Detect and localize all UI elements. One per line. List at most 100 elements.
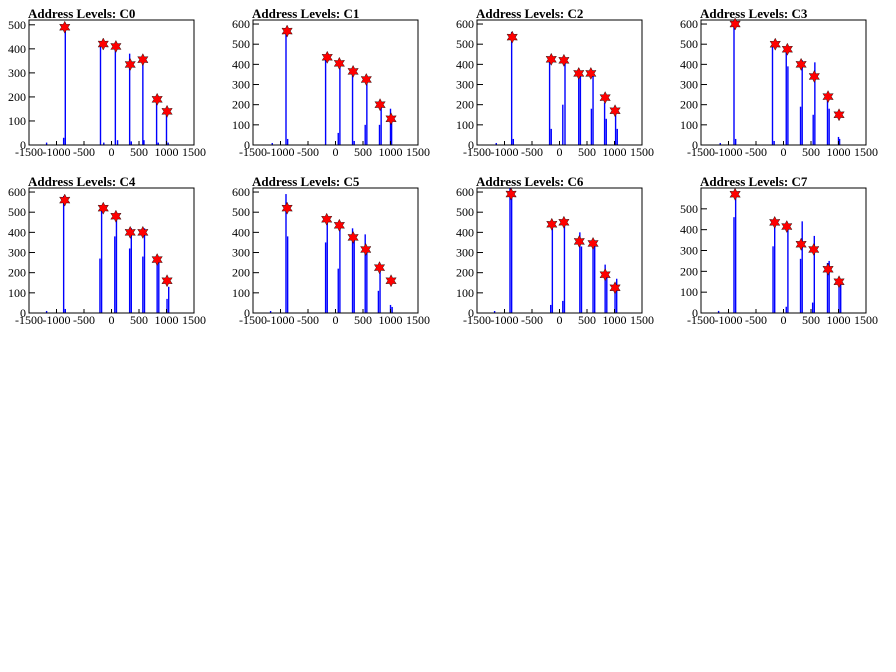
histogram-bar <box>158 258 160 313</box>
histogram-bar <box>579 74 582 145</box>
histogram-bar <box>510 32 513 145</box>
x-tick-label: -1000 <box>267 313 295 327</box>
peak-marker <box>97 201 109 215</box>
histogram-bar <box>580 246 583 313</box>
x-tick-label: -1000 <box>715 313 743 327</box>
peak-marker <box>97 37 109 51</box>
y-tick-label: 0 <box>20 138 26 152</box>
histogram-bar <box>604 264 606 313</box>
histogram-bar <box>828 108 830 145</box>
x-tick-label: -1500 <box>15 313 43 327</box>
histogram-bar <box>590 108 593 145</box>
peak-marker <box>729 187 741 201</box>
y-tick-label: 400 <box>680 223 698 237</box>
peak-marker <box>347 230 359 244</box>
histogram-bar <box>377 290 380 313</box>
histogram-bar <box>733 22 735 145</box>
chart-panel-c7: Address Levels: C70100200300400500-1500-… <box>680 174 878 327</box>
histogram-bar <box>391 306 393 313</box>
peak-marker <box>110 209 122 223</box>
histogram-bar <box>509 188 511 313</box>
histogram-bar <box>785 48 787 146</box>
chart-title: Address Levels: C4 <box>28 174 136 189</box>
y-tick-label: 500 <box>232 205 250 219</box>
histogram-bar <box>578 68 580 145</box>
y-tick-label: 0 <box>692 138 698 152</box>
y-tick-label: 100 <box>232 118 250 132</box>
histogram-bar <box>774 221 776 313</box>
histogram-bar <box>773 140 775 145</box>
histogram-bar <box>614 108 617 145</box>
histogram-bar <box>594 240 596 313</box>
chart-panel-c6: Address Levels: C6 0 100 200 300 400 500 600 -15… <box>456 174 654 327</box>
chart-panel-c4: Address Levels: C4 0 100 200 300 400 500 600 -15… <box>8 174 206 327</box>
x-tick-label: -1000 <box>491 145 519 159</box>
histogram-bar <box>45 142 48 145</box>
plot-frame <box>476 19 643 146</box>
histogram-bar <box>787 227 789 313</box>
histogram-bar <box>562 300 564 313</box>
y-tick-label: 100 <box>680 285 698 299</box>
peak-marker <box>59 20 71 34</box>
x-tick-label: -500 <box>297 145 319 159</box>
peak-marker <box>347 64 359 78</box>
peak-marker <box>506 30 518 44</box>
y-tick-label: 400 <box>232 225 250 239</box>
histogram-bar <box>166 298 168 313</box>
peak-marker <box>374 98 386 112</box>
histogram-bar <box>378 124 381 145</box>
histogram-bar <box>563 220 566 313</box>
y-tick-label: 600 <box>456 17 474 31</box>
chart-panel-c3: Address Levels: C3 0 100 200 300 400 500 600 -15… <box>680 6 878 159</box>
histogram-bar <box>734 192 737 313</box>
y-tick-label: 0 <box>692 306 698 320</box>
peak-marker <box>59 193 71 207</box>
histogram-bar <box>562 104 564 145</box>
chart-title: Address Levels: C5 <box>252 174 360 189</box>
y-tick-label: 300 <box>232 246 250 260</box>
y-tick-label: 200 <box>456 266 474 280</box>
chart-title: Address Levels: C0 <box>28 6 135 21</box>
histogram-bar <box>165 110 168 145</box>
histogram-bar <box>103 142 105 145</box>
peak-marker <box>360 73 372 86</box>
peak-marker <box>124 225 136 239</box>
chart-panel-c5: Address Levels: C5 0 100 200 300 400 500 600 -15… <box>232 174 430 327</box>
histogram-bar <box>771 44 774 145</box>
y-tick-label: 600 <box>232 185 250 199</box>
histogram-bar <box>143 228 146 313</box>
histogram-bar <box>142 58 144 145</box>
histogram-bar <box>616 128 618 145</box>
histogram-bar <box>64 23 66 145</box>
y-tick-label: 200 <box>232 98 250 112</box>
histogram-bar <box>493 310 496 313</box>
histogram-bar <box>286 236 289 313</box>
x-tick-label: 1000 <box>603 145 627 159</box>
x-tick-label: -1000 <box>715 145 743 159</box>
x-tick-label: 500 <box>578 313 596 327</box>
peak-marker <box>385 274 397 288</box>
histogram-bar <box>550 304 552 313</box>
histogram-bar <box>510 196 513 313</box>
histogram-bar <box>495 142 497 145</box>
histogram-bar <box>719 142 721 145</box>
y-tick-label: 100 <box>456 286 474 300</box>
peak-marker <box>609 281 621 295</box>
histogram-bar <box>379 268 381 313</box>
y-tick-label: 500 <box>456 37 474 51</box>
y-tick-label: 400 <box>456 225 474 239</box>
x-tick-label: -500 <box>745 145 767 159</box>
histogram-bar <box>812 114 814 145</box>
histogram-bar <box>142 256 144 313</box>
histogram-bar <box>837 136 840 145</box>
histogram-bar <box>366 76 368 145</box>
histogram-bar <box>364 234 366 313</box>
peak-marker <box>360 243 372 256</box>
histogram-bar <box>592 70 594 145</box>
y-tick-label: 600 <box>680 17 698 31</box>
histogram-bar <box>801 60 803 145</box>
histogram-bar <box>616 278 618 313</box>
x-tick-label: 1000 <box>827 313 851 327</box>
x-tick-label: 500 <box>130 313 148 327</box>
